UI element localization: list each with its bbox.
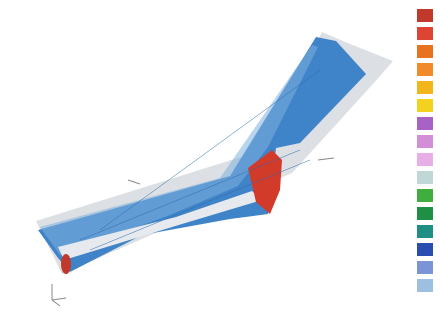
legend-row [393,170,435,185]
legend-swatch [417,99,433,112]
legend-row [393,224,435,239]
legend-value [393,152,413,167]
legend-swatch [417,27,433,40]
legend-value [393,134,413,149]
legend-row [393,98,435,113]
axis-triad-x [51,297,67,301]
legend-swatch [417,225,433,238]
axis-triad-z [51,299,61,307]
legend-value [393,80,413,95]
legend-value [393,188,413,203]
legend-swatch [417,243,433,256]
legend-value [393,242,413,257]
legend-row [393,188,435,203]
legend-swatch [417,207,433,220]
color-legend [393,8,435,308]
legend-value [393,98,413,113]
legend-swatch [417,135,433,148]
legend-value [393,206,413,221]
legend-row [393,116,435,131]
legend-row [393,242,435,257]
legend-value [393,62,413,77]
legend-swatch [417,171,433,184]
arrow-marker [317,157,335,161]
legend-swatch [417,45,433,58]
legend-swatch [417,63,433,76]
legend-row [393,44,435,59]
legend-value [393,260,413,275]
legend-swatch [417,117,433,130]
mesh-line [89,159,311,251]
legend-swatch [417,261,433,274]
hot-region [248,150,282,214]
legend-swatch [417,279,433,292]
mesh-line [79,149,301,241]
arrow-marker [127,179,141,185]
legend-value [393,224,413,239]
legend-value [393,278,413,293]
legend-value [393,44,413,59]
lower-rib [58,191,262,260]
legend-row [393,134,435,149]
legend-value [393,26,413,41]
legend-swatch [417,81,433,94]
legend-row [393,26,435,41]
legend-row [393,278,435,293]
legend-value [393,170,413,185]
legend-swatch [417,189,433,202]
legend-row [393,80,435,95]
legend-row [393,260,435,275]
legend-swatch [417,9,433,22]
legend-swatch [417,153,433,166]
legend-value [393,116,413,131]
legend-row [393,152,435,167]
legend-row [393,62,435,77]
mesh-line [99,69,321,231]
legend-row [393,8,435,23]
hot-spot [61,254,71,274]
legend-row [393,206,435,221]
top-face [40,45,318,255]
legend-value [393,8,413,23]
